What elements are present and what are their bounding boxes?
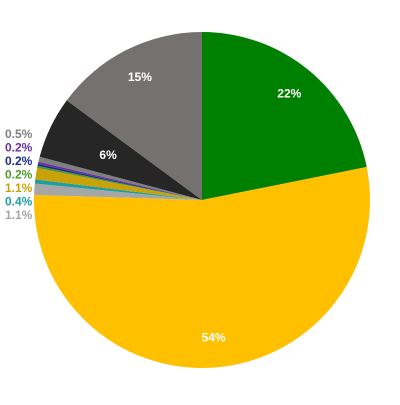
slice-label-4: 1.1%	[5, 181, 33, 195]
pie-slice-9	[39, 100, 202, 200]
pie-slice-5	[37, 165, 202, 200]
pie-labels: 22%54%6%15%0.5%0.2%0.2%0.2%1.1%0.4%1.1%	[5, 70, 302, 344]
slice-label-8: 0.5%	[5, 127, 33, 141]
slice-label-1: 54%	[202, 330, 226, 344]
pie-slices	[33, 32, 370, 369]
slice-label-5: 0.2%	[5, 168, 33, 182]
pie-slice-7	[37, 161, 203, 200]
pie-slice-0	[202, 32, 367, 200]
slice-label-2: 1.1%	[5, 208, 33, 222]
pie-slice-6	[37, 163, 202, 200]
slice-label-3: 0.4%	[5, 195, 33, 209]
slice-label-7: 0.2%	[5, 141, 33, 155]
slice-label-10: 15%	[128, 70, 152, 84]
slice-label-9: 6%	[99, 148, 117, 162]
slice-label-6: 0.2%	[5, 154, 33, 168]
pie-slice-3	[34, 179, 203, 200]
pie-slice-2	[34, 183, 202, 200]
pie-slice-1	[33, 166, 370, 369]
pie-slice-8	[38, 156, 203, 200]
slice-label-0: 22%	[277, 86, 301, 100]
pie-slice-4	[35, 167, 202, 200]
pie-slice-10	[66, 32, 203, 200]
